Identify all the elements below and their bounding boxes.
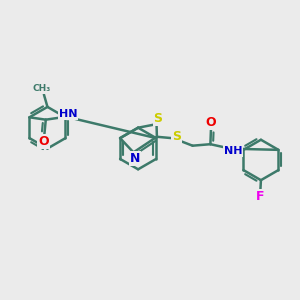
Text: HN: HN (58, 109, 77, 119)
Text: NH: NH (224, 146, 242, 156)
Text: N: N (130, 152, 140, 165)
Text: O: O (38, 135, 49, 148)
Text: CH₃: CH₃ (32, 84, 51, 93)
Text: S: S (154, 112, 163, 125)
Text: S: S (172, 130, 181, 143)
Text: O: O (206, 116, 216, 129)
Text: F: F (256, 190, 265, 203)
